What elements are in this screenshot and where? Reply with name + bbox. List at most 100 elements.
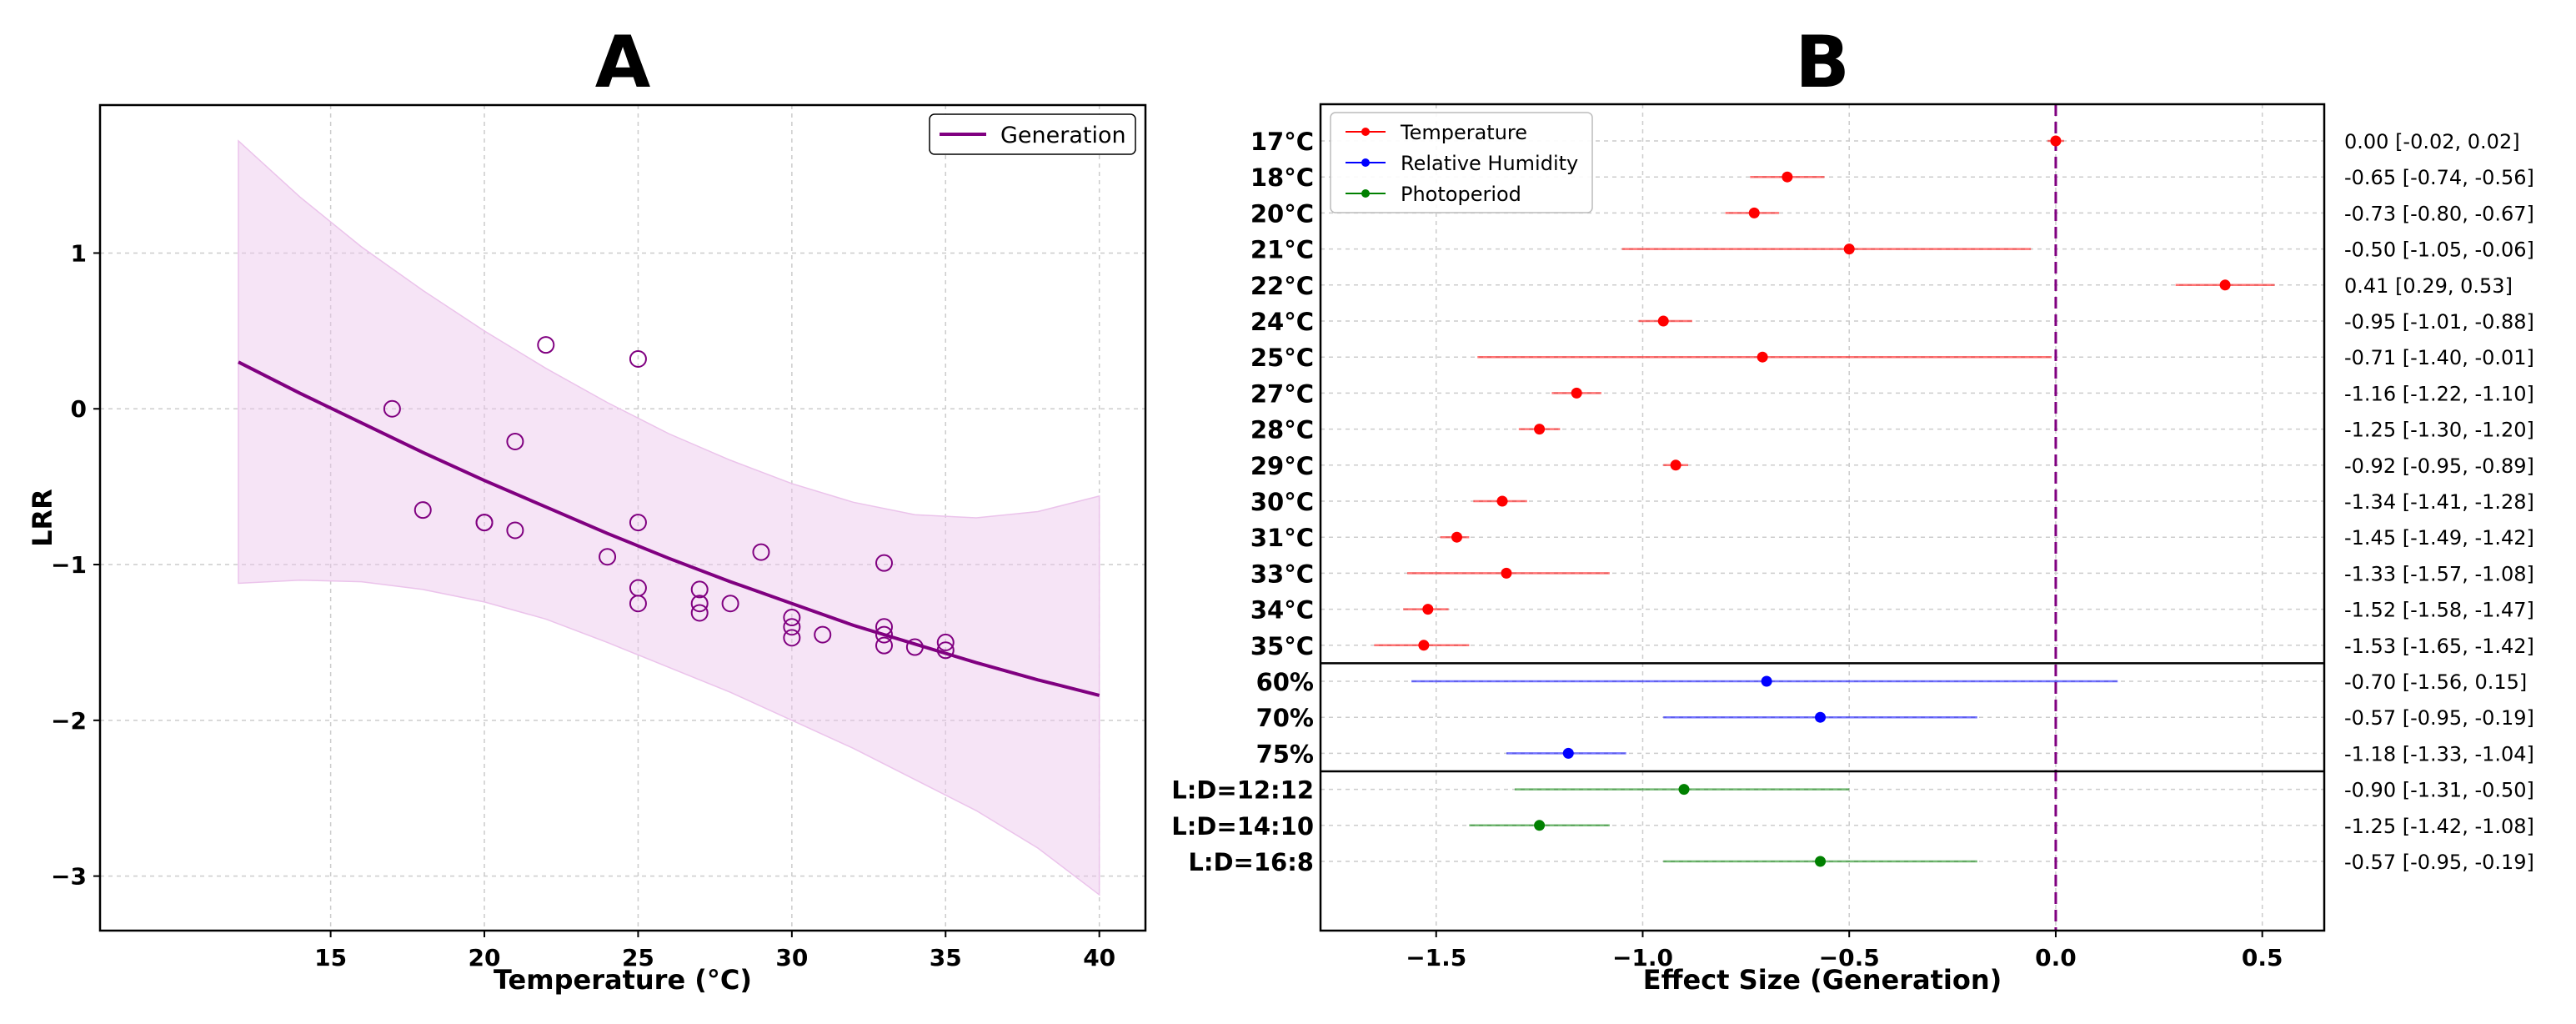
panel-b: B 17°C 0.00 [-0.02, 0.02] 18°C -0.65 [-0.74,… [1171, 21, 2534, 996]
estimate-point [2050, 135, 2062, 147]
estimate-point [1761, 675, 1772, 687]
row-estimate-text: -1.52 [-1.58, -1.47] [2344, 599, 2534, 622]
forest-row: 22°C 0.41 [0.29, 0.53] [1250, 272, 2513, 300]
x-axis-label: Effect Size (Generation) [1643, 964, 2002, 996]
estimate-point [1748, 207, 1760, 218]
plot-frame [1319, 103, 2326, 932]
row-label: 29°C [1250, 452, 1314, 480]
estimate-point [1534, 424, 1546, 435]
data-point [783, 609, 801, 627]
legend: Temperature Relative Humidity Photoperiod [1330, 112, 1593, 213]
data-point [629, 514, 647, 532]
legend-label: Relative Humidity [1401, 152, 1578, 175]
row-label: 17°C [1250, 128, 1314, 156]
data-point [537, 336, 555, 354]
estimate-point [1496, 495, 1508, 507]
row-label: 31°C [1250, 524, 1314, 552]
x-tick-label: 15 [314, 944, 347, 971]
data-point [690, 604, 709, 622]
data-point [413, 501, 432, 520]
row-estimate-text: -1.18 [-1.33, -1.04] [2344, 742, 2534, 765]
forest-row: 30°C -1.34 [-1.41, -1.28] [1250, 488, 2534, 516]
data-point [721, 595, 739, 613]
estimate-point [2219, 279, 2231, 291]
row-estimate-text: -1.25 [-1.42, -1.08] [2344, 815, 2534, 838]
forest-row: L:D=16:8 -0.57 [-0.95, -0.19] [1188, 848, 2534, 876]
estimate-point [1757, 351, 1768, 363]
legend-marker [1361, 128, 1370, 136]
legend: Generation [929, 113, 1136, 155]
data-point [383, 399, 401, 418]
row-estimate-text: -1.34 [-1.41, -1.28] [2344, 490, 2534, 514]
row-estimate-text: -0.73 [-0.80, -0.67] [2344, 202, 2534, 225]
estimate-point [1843, 243, 1855, 255]
data-point [936, 633, 955, 651]
row-label: 33°C [1250, 560, 1314, 588]
legend-label: Photoperiod [1401, 183, 1521, 206]
y-tick-label: −2 [51, 707, 87, 735]
y-tick-label: −1 [51, 551, 87, 579]
forest-row: 70% -0.57 [-0.95, -0.19] [1256, 704, 2534, 732]
data-point [690, 580, 709, 599]
x-tick-label: −1.0 [1612, 944, 1673, 971]
confidence-band [238, 139, 1100, 896]
row-label: 75% [1256, 740, 1314, 768]
forest-row: 24°C -0.95 [-1.01, -0.88] [1250, 308, 2534, 336]
forest-row: 29°C -0.92 [-0.95, -0.89] [1250, 452, 2534, 480]
forest-row: 17°C 0.00 [-0.02, 0.02] [1250, 128, 2520, 156]
data-point [506, 521, 524, 540]
panel-a: A 15 20 25 30 35 40 1 0 −1 −2 −3 Temperature (°C) LRR… [27, 21, 1147, 996]
data-point [875, 625, 893, 644]
row-label: 30°C [1250, 488, 1314, 516]
row-label: 35°C [1250, 632, 1314, 660]
row-label: 20°C [1250, 199, 1314, 228]
forest-row: 34°C -1.52 [-1.58, -1.47] [1250, 596, 2534, 625]
row-estimate-text: -0.57 [-0.95, -0.19] [2344, 706, 2534, 730]
estimate-point [1562, 747, 1574, 759]
x-tick-label: 35 [930, 944, 962, 971]
row-label: 24°C [1250, 308, 1314, 336]
data-point [629, 349, 647, 368]
data-point [599, 548, 617, 566]
data-point [936, 641, 955, 660]
estimate-point [1571, 387, 1582, 399]
data-point [783, 629, 801, 647]
x-tick-label: 0.5 [2242, 944, 2283, 971]
row-estimate-text: -0.95 [-1.01, -0.88] [2344, 310, 2534, 334]
row-estimate-text: -0.50 [-1.05, -0.06] [2344, 238, 2534, 262]
x-tick-label: 40 [1083, 944, 1115, 971]
fit-line [238, 360, 1100, 697]
row-label: 70% [1256, 704, 1314, 732]
estimate-point [1422, 604, 1434, 615]
x-tick-label: 30 [775, 944, 808, 971]
row-label: 25°C [1250, 344, 1314, 372]
legend-label: Temperature [1400, 121, 1527, 144]
legend-box [1330, 112, 1593, 213]
plot-frame [98, 103, 1147, 932]
y-tick-label: 1 [71, 239, 87, 267]
x-tick-label: 20 [469, 944, 501, 971]
forest-row: 27°C -1.16 [-1.22, -1.10] [1250, 379, 2534, 408]
estimate-point [1657, 315, 1669, 327]
forest-row: 20°C -0.73 [-0.80, -0.67] [1250, 199, 2534, 228]
data-point [506, 432, 524, 450]
legend-marker [1361, 158, 1370, 167]
row-estimate-text: -0.57 [-0.95, -0.19] [2344, 851, 2534, 874]
row-label: L:D=14:10 [1171, 812, 1314, 841]
x-tick-label: −1.5 [1406, 944, 1466, 971]
row-label: 22°C [1250, 272, 1314, 300]
estimate-point [1451, 531, 1463, 543]
forest-row: 28°C -1.25 [-1.30, -1.20] [1250, 416, 2534, 444]
x-axis-label: Temperature (°C) [494, 964, 752, 996]
panel-label-b: B [1795, 21, 1850, 104]
row-estimate-text: -1.45 [-1.49, -1.42] [2344, 526, 2534, 550]
row-label: 60% [1256, 668, 1314, 696]
row-estimate-text: -0.70 [-1.56, 0.15] [2344, 670, 2527, 694]
row-label: L:D=16:8 [1188, 848, 1314, 876]
estimate-point [1534, 820, 1546, 831]
row-estimate-text: 0.41 [0.29, 0.53] [2344, 274, 2513, 298]
forest-row: L:D=12:12 -0.90 [-1.31, -0.50] [1171, 776, 2534, 805]
data-point [690, 595, 709, 613]
panel-label-a: A [595, 21, 651, 104]
